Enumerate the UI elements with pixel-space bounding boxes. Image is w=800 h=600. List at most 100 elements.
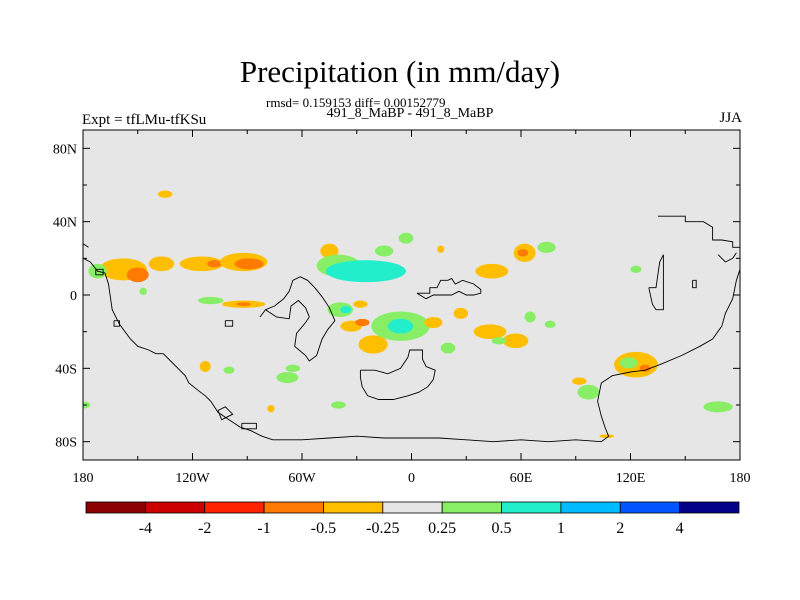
colorbar-box-1 [144, 501, 206, 514]
anomaly-region-13 [325, 260, 407, 283]
colorbar-label-6: 0.5 [492, 520, 512, 537]
anomaly-region-32 [502, 333, 529, 349]
coastline-2 [95, 268, 104, 276]
colorbar-label-4: -0.25 [366, 520, 399, 537]
colorbar-label-7: 1 [557, 520, 565, 537]
anomaly-region-34 [491, 337, 507, 345]
colorbar-label-1: -2 [198, 520, 211, 537]
coastline-3 [259, 276, 336, 362]
anomaly-region-48 [599, 434, 615, 438]
anomaly-region-25 [440, 342, 456, 354]
anomaly-region-44 [199, 361, 211, 372]
anomaly-region-27 [475, 263, 509, 279]
colorbar-box-6 [441, 501, 502, 514]
anomaly-region-42 [276, 372, 299, 383]
colorbar-label-2: -1 [257, 520, 270, 537]
y-tick-label-2: 0 [70, 289, 77, 304]
x-tick-label-2: 60W [288, 471, 316, 486]
colorbar-label-5: 0.25 [428, 520, 456, 537]
colorbar-box-10 [679, 501, 740, 514]
coastline-10 [657, 215, 740, 248]
coastlines [83, 215, 740, 443]
anomaly-region-51 [139, 287, 147, 296]
colorbar-box-5 [382, 501, 443, 514]
anomaly-region-10 [197, 296, 224, 305]
anomaly-region-24 [424, 317, 443, 328]
coastline-0 [83, 257, 740, 443]
anomaly-region-17 [340, 306, 352, 314]
x-tick-label-4: 60E [510, 471, 533, 486]
colorbar-box-2 [204, 501, 265, 514]
anomaly-region-40 [572, 377, 587, 385]
anomaly-region-14 [398, 232, 414, 244]
anomaly-region-49 [630, 265, 642, 274]
plot-background [83, 130, 740, 460]
x-tick-label-3: 0 [408, 471, 415, 486]
coastline-9 [113, 320, 120, 327]
y-tick-label-4: 80S [55, 436, 77, 451]
x-tick-label-1: 120W [175, 471, 210, 486]
anomaly-region-23 [387, 318, 414, 334]
x-axis: 180 120W 60W 0 60E 120E 180 [73, 130, 751, 486]
coastline-8 [241, 422, 257, 430]
coastline-11 [717, 252, 737, 263]
y-tick-label-1: 40N [53, 216, 77, 231]
anomaly-region-39 [577, 384, 600, 400]
anomaly-region-4 [207, 260, 222, 268]
colorbar-box-9 [619, 501, 681, 514]
anomaly-region-9 [236, 302, 251, 306]
colorbar-label-8: 2 [616, 520, 624, 537]
colorbar-box-4 [323, 501, 384, 514]
anomaly-region-21 [358, 335, 388, 354]
colorbar-box-8 [560, 501, 621, 514]
y-tick-label-0: 80N [53, 142, 77, 157]
anomaly-region-30 [517, 249, 529, 257]
anomaly-region-20 [354, 318, 370, 327]
anomaly-region-2 [148, 256, 175, 272]
anomaly-region-33 [524, 311, 536, 323]
colorbar-box-3 [263, 501, 324, 514]
anomaly-region-53 [437, 245, 445, 253]
colorbar-label-0: -4 [139, 520, 152, 537]
y-axis: 80N 40N 0 40S 80S [53, 142, 740, 451]
anomaly-region-31 [537, 241, 556, 253]
y-tick-label-3: 40S [55, 362, 77, 377]
coastline-13 [692, 279, 697, 289]
anomaly-region-1 [126, 267, 149, 283]
anomaly-region-47 [331, 401, 346, 409]
anomaly-region-28 [473, 324, 507, 339]
colorbar: -4 -2 -1 -0.5 -0.25 0.25 0.5 1 2 4 [85, 501, 740, 537]
colorbar-label-3: -0.5 [311, 520, 336, 537]
anomaly-region-37 [619, 357, 638, 369]
season-label: JJA [719, 110, 742, 126]
colorbar-box-7 [501, 501, 562, 514]
coastline-7 [217, 406, 234, 421]
anomaly-region-41 [703, 401, 733, 413]
anomaly-region-52 [157, 190, 173, 198]
anomaly-region-43 [285, 364, 301, 373]
x-tick-label-5: 120E [616, 471, 646, 486]
coastline-6 [416, 277, 482, 300]
anomaly-region-35 [544, 320, 556, 329]
stats-line: rmsd= 0.159153 diff= 0.00152779 [266, 95, 446, 110]
coastline-4 [224, 320, 234, 327]
anomaly-region-46 [267, 405, 275, 413]
anomaly-region-45 [223, 366, 235, 374]
coastline-5 [359, 349, 436, 400]
chart-subtitle: 491_8_MaBP - 491_8_MaBP [326, 106, 494, 121]
experiment-label: Expt = tfLMu-tfKSu [82, 112, 207, 128]
colorbar-box-0 [85, 501, 146, 514]
anomaly-region-26 [453, 307, 469, 319]
anomaly-region-18 [353, 300, 368, 308]
anomaly-region-3 [179, 256, 224, 272]
anomaly-region-6 [234, 258, 264, 270]
coastline-12 [648, 254, 664, 311]
chart-title: Precipitation (in mm/day) [239, 54, 561, 89]
coastline-1 [83, 243, 89, 248]
colorbar-label-9: 4 [676, 520, 684, 537]
anomaly-region-15 [375, 245, 394, 257]
x-tick-label-0: 180 [73, 471, 94, 486]
anomaly-region-11 [320, 243, 339, 259]
x-tick-label-6: 180 [730, 471, 751, 486]
